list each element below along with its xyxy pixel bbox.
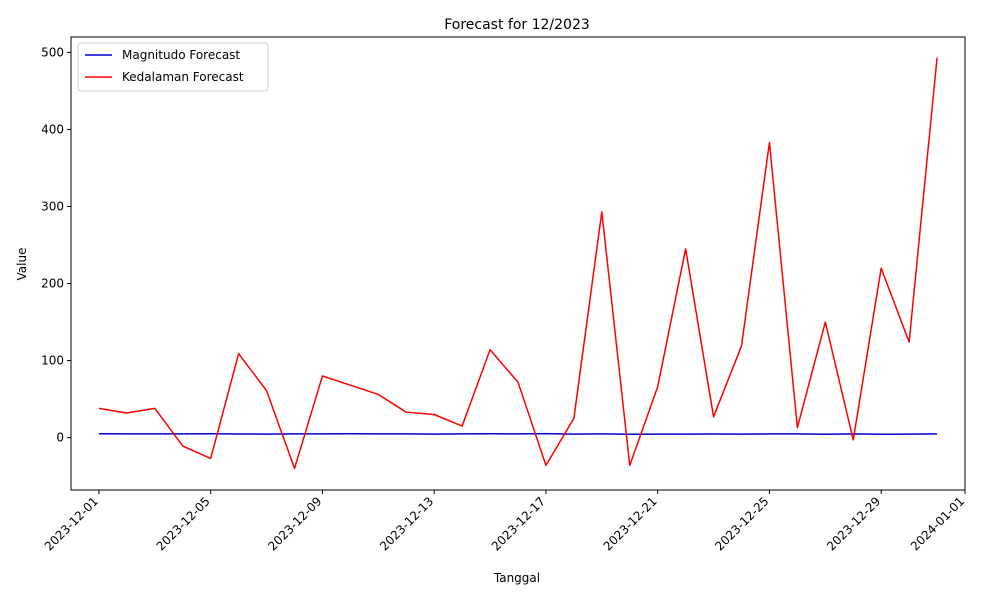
x-axis-label: Tanggal	[493, 571, 540, 585]
chart-title: Forecast for 12/2023	[444, 17, 590, 33]
y-tick-label: 200	[41, 277, 64, 291]
legend: Magnitudo Forecast Kedalaman Forecast	[77, 42, 269, 92]
series-line-2	[98, 57, 938, 470]
y-tick-label: 300	[41, 199, 64, 213]
legend-box	[77, 42, 269, 92]
y-tick-label: 100	[41, 354, 64, 368]
series-line-1	[98, 432, 938, 436]
axes-frame	[70, 36, 966, 491]
y-tick-label: 0	[56, 431, 64, 445]
y-axis-label: Value	[15, 248, 29, 281]
legend-label-2: Kedalaman Forecast	[122, 70, 244, 84]
legend-label-1: Magnitudo Forecast	[122, 48, 240, 62]
y-tick-label: 500	[41, 45, 64, 59]
y-tick-label: 400	[41, 122, 64, 136]
